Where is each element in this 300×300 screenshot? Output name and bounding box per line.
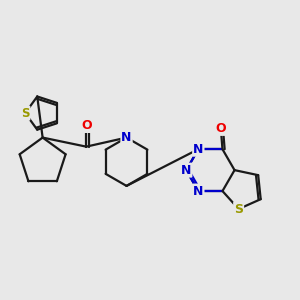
Text: O: O — [81, 119, 92, 132]
Text: S: S — [21, 106, 29, 120]
Text: N: N — [181, 164, 191, 177]
Text: S: S — [234, 202, 243, 215]
Text: O: O — [215, 122, 226, 135]
Text: N: N — [193, 143, 203, 156]
Text: N: N — [121, 131, 132, 144]
Text: N: N — [193, 184, 203, 198]
